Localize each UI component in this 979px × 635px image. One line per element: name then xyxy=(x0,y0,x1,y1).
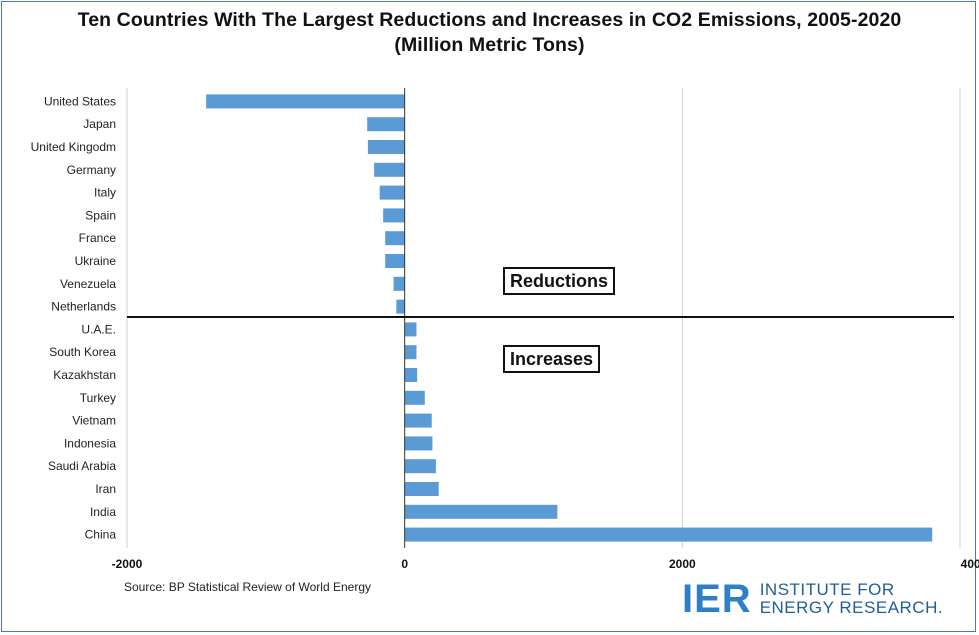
bar-india xyxy=(404,504,558,519)
category-label: France xyxy=(79,231,117,245)
bar-japan xyxy=(367,117,405,132)
x-tick-label: 2000 xyxy=(669,557,696,571)
chart-title: Ten Countries With The Largest Reduction… xyxy=(0,8,979,58)
bar-germany xyxy=(374,162,405,177)
logo-line-1: INSTITUTE FOR xyxy=(759,580,895,599)
x-tick-label: 4000 xyxy=(961,557,979,571)
bar-united-kingodm xyxy=(367,140,405,154)
category-label: U.A.E. xyxy=(81,322,116,336)
bar-kazakhstan xyxy=(404,368,418,382)
bar-france xyxy=(385,231,405,246)
category-label: Turkey xyxy=(80,391,116,405)
bar-iran xyxy=(404,482,439,496)
category-label: South Korea xyxy=(49,345,116,359)
category-label: Ukraine xyxy=(75,254,117,268)
bar-netherlands xyxy=(396,299,405,314)
bar-south-korea xyxy=(404,345,417,360)
category-label: United States xyxy=(44,94,116,108)
ier-logo: IER INSTITUTE FOR ENERGY RESEARCH. xyxy=(682,577,943,621)
bar-ukraine xyxy=(385,254,405,268)
category-label: India xyxy=(90,505,116,519)
bar-saudi-arabia xyxy=(404,459,436,474)
bar-china xyxy=(404,527,933,542)
logo-text: INSTITUTE FOR ENERGY RESEARCH. xyxy=(760,581,943,617)
category-label: Vietnam xyxy=(72,414,116,428)
increases-annotation: Increases xyxy=(503,345,601,373)
bar-turkey xyxy=(404,390,425,405)
title-line: Ten Countries With The Largest Reduction… xyxy=(77,9,902,31)
category-label: Italy xyxy=(94,186,116,200)
reductions-annotation: Reductions xyxy=(503,267,616,295)
logo-line-2: ENERGY RESEARCH. xyxy=(759,598,944,617)
category-label: Venezuela xyxy=(60,277,116,291)
bar-venezuela xyxy=(393,276,405,291)
category-label: China xyxy=(85,528,117,542)
bar-u-a-e- xyxy=(404,322,417,337)
category-label: Spain xyxy=(85,208,116,222)
bar-united-states xyxy=(206,94,405,109)
x-tick-label: -2000 xyxy=(112,557,143,571)
category-label: Germany xyxy=(67,163,116,177)
category-label: Saudi Arabia xyxy=(48,459,116,473)
category-label: United Kingodm xyxy=(31,140,116,154)
category-label: Iran xyxy=(95,482,116,496)
category-label: Indonesia xyxy=(64,436,116,450)
x-tick-label: 0 xyxy=(401,557,408,571)
category-label: Netherlands xyxy=(51,300,116,314)
category-label: Japan xyxy=(83,117,116,131)
bar-vietnam xyxy=(404,413,432,428)
source-note: Source: BP Statistical Review of World E… xyxy=(124,580,371,594)
bar-italy xyxy=(379,185,405,200)
bar-spain xyxy=(383,208,405,223)
bar-indonesia xyxy=(404,436,433,451)
logo-mark: IER xyxy=(682,577,752,621)
category-label: Kazakhstan xyxy=(53,368,116,382)
subtitle-line: (Million Metric Tons) xyxy=(394,34,585,56)
